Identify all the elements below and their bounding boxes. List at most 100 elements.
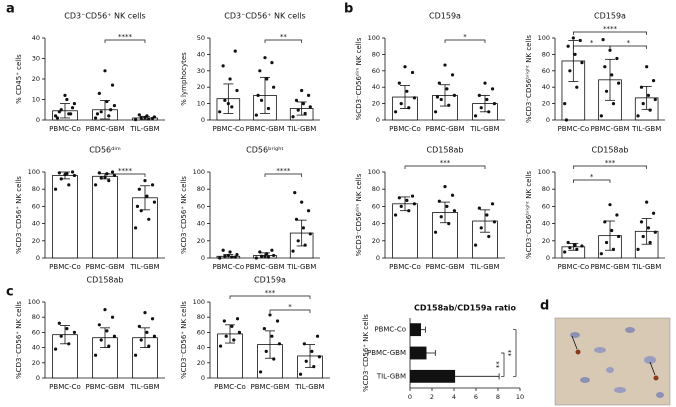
data-point xyxy=(256,93,260,97)
data-point xyxy=(110,315,115,319)
data-point xyxy=(645,65,649,69)
error-bar xyxy=(440,201,450,224)
significance-label: *** xyxy=(605,159,616,167)
y-axis-label: %CD3⁻CD56⁺ NK cells xyxy=(362,314,370,392)
error-bar xyxy=(140,115,150,120)
y-tick-label: 100 xyxy=(193,168,205,176)
data-point xyxy=(300,88,304,93)
data-point xyxy=(310,349,314,353)
data-point xyxy=(265,77,269,81)
data-point xyxy=(145,330,149,334)
y-tick-label: TIL-GBM xyxy=(376,372,406,380)
data-point xyxy=(604,240,609,245)
significance-label: ** xyxy=(507,349,515,357)
y-tick-label: 20 xyxy=(32,359,40,367)
y-tick-label: 0 xyxy=(201,254,205,262)
data-point xyxy=(147,217,151,221)
y-tick-label: 0 xyxy=(546,254,550,262)
x-tick-label: 2 xyxy=(430,393,434,401)
y-tick-label: 50 xyxy=(197,34,205,42)
data-point xyxy=(568,246,572,250)
y-tick-label: 30 xyxy=(197,67,205,75)
y-tick-label: 20 xyxy=(542,237,550,245)
data-point xyxy=(272,85,276,89)
data-point xyxy=(399,204,403,208)
x-tick-label: 0 xyxy=(408,393,412,401)
y-tick-label: 60 xyxy=(197,328,205,336)
data-point xyxy=(109,108,113,112)
y-tick-label: 60 xyxy=(542,67,550,75)
x-tick-label: PBMC-GBM xyxy=(86,263,125,271)
data-point xyxy=(133,117,138,122)
data-point xyxy=(412,202,417,206)
y-tick-label: 100 xyxy=(28,168,40,176)
y-tick-label: 80 xyxy=(542,50,550,58)
data-point xyxy=(135,204,140,208)
error-bar xyxy=(568,242,579,251)
x-tick-label: TIL-GBM xyxy=(631,125,661,133)
data-point xyxy=(477,206,481,210)
data-point xyxy=(492,220,497,224)
data-point xyxy=(110,83,115,87)
data-point xyxy=(63,93,67,97)
y-tick-label: 80 xyxy=(542,185,550,193)
error-bar xyxy=(421,326,426,333)
data-point xyxy=(645,200,649,204)
data-point xyxy=(452,93,457,97)
data-point xyxy=(646,226,650,230)
data-point xyxy=(228,77,232,81)
y-tick-label: 100 xyxy=(538,168,550,176)
y-tick-label: 0 xyxy=(201,116,205,124)
data-point xyxy=(232,338,236,342)
data-point xyxy=(137,113,141,117)
error-bar xyxy=(305,344,315,368)
data-point xyxy=(97,91,101,95)
data-point xyxy=(237,330,242,334)
significance-bracket xyxy=(229,295,311,299)
y-tick-label: 0 xyxy=(36,254,40,262)
y-tick-label: 80 xyxy=(372,50,380,58)
data-point xyxy=(72,173,77,178)
data-point xyxy=(641,234,645,239)
significance-bracket xyxy=(572,179,611,183)
data-point xyxy=(99,338,103,342)
data-point xyxy=(93,183,98,187)
data-point xyxy=(53,114,58,118)
data-point xyxy=(617,234,621,239)
error-bar xyxy=(260,252,270,259)
data-point xyxy=(275,319,280,323)
error-bar xyxy=(641,85,652,110)
data-point xyxy=(112,334,117,338)
data-point xyxy=(445,204,449,208)
error-bar xyxy=(400,85,410,109)
data-point xyxy=(293,191,297,195)
y-tick-label: 60 xyxy=(32,202,40,210)
significance-label: * xyxy=(463,33,467,41)
data-point xyxy=(646,93,650,97)
data-point xyxy=(599,252,603,256)
data-point xyxy=(107,179,111,183)
y-tick-label: 40 xyxy=(197,220,205,228)
data-point xyxy=(235,88,239,93)
y-tick-label: 40 xyxy=(372,220,380,228)
data-point xyxy=(573,243,577,247)
data-point xyxy=(254,113,258,117)
y-tick-label: 0 xyxy=(546,116,550,124)
y-tick-label: 100 xyxy=(538,34,550,42)
data-point xyxy=(147,344,151,348)
x-tick-label: TIL-GBM xyxy=(286,125,316,133)
chart-title: CD158ab xyxy=(592,146,629,155)
x-tick-label: PBMC-GBM xyxy=(426,263,465,271)
y-tick-label: 100 xyxy=(368,34,380,42)
data-point xyxy=(615,56,619,61)
x-tick-label: 4 xyxy=(452,393,456,401)
y-tick-label: 60 xyxy=(542,202,550,210)
data-point xyxy=(72,102,77,106)
x-tick-label: PBMC-Co xyxy=(49,263,81,271)
data-point xyxy=(67,183,71,187)
y-tick-label: 20 xyxy=(32,75,40,83)
x-tick-label: TIL-GBM xyxy=(129,125,159,133)
data-point xyxy=(485,213,489,217)
y-tick-label: 40 xyxy=(32,220,40,228)
data-point xyxy=(651,211,656,215)
